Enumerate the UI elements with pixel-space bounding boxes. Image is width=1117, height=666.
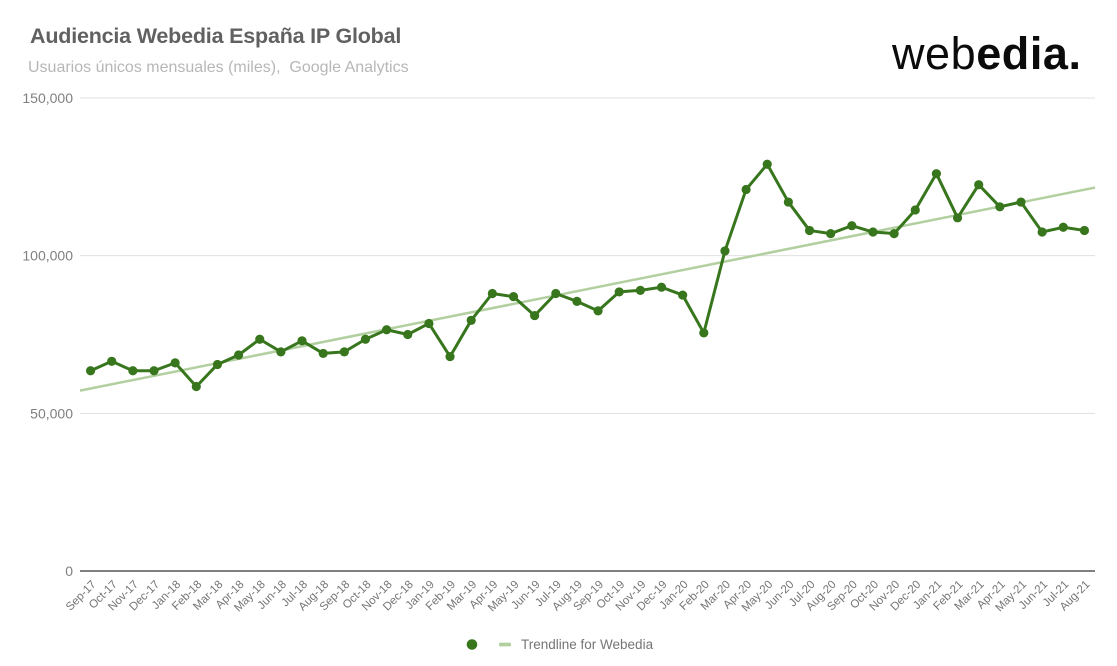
data-point[interactable] [995, 202, 1005, 212]
y-axis-labels: 0 50,000 100,000 150,000 [22, 90, 73, 579]
data-point[interactable] [762, 159, 772, 169]
data-point[interactable] [868, 227, 878, 237]
data-point[interactable] [107, 356, 117, 366]
data-point[interactable] [487, 288, 497, 299]
chart-subtitle: Usuarios únicos mensuales (miles), Googl… [28, 59, 409, 76]
data-point[interactable] [572, 296, 582, 306]
data-point[interactable] [403, 329, 413, 340]
data-point[interactable] [804, 225, 815, 236]
data-point[interactable] [1058, 222, 1068, 232]
y-tick-label: 100,000 [22, 248, 73, 264]
data-point[interactable] [530, 310, 540, 321]
data-point[interactable] [1016, 197, 1026, 207]
data-point[interactable] [635, 285, 645, 295]
data-point[interactable] [191, 381, 201, 392]
data-point[interactable] [699, 328, 709, 338]
data-point[interactable] [508, 292, 519, 302]
data-point[interactable] [678, 290, 688, 300]
data-point[interactable] [720, 246, 730, 256]
data-point[interactable] [318, 348, 328, 359]
series-points [85, 159, 1090, 392]
data-point[interactable] [424, 318, 434, 329]
data-point[interactable] [551, 288, 561, 299]
data-point[interactable] [170, 358, 180, 368]
data-point[interactable] [233, 350, 244, 360]
data-point[interactable] [847, 221, 857, 231]
y-tick-label: 150,000 [22, 90, 73, 106]
data-point[interactable] [212, 359, 223, 370]
legend-trendline-label[interactable]: Trendline for Webedia [521, 637, 654, 652]
data-point[interactable] [952, 213, 963, 223]
data-point[interactable] [826, 228, 836, 239]
y-tick-label: 50,000 [30, 405, 73, 421]
data-point[interactable] [255, 334, 265, 344]
data-point[interactable] [974, 180, 984, 190]
data-point[interactable] [931, 169, 942, 179]
data-point[interactable] [339, 347, 349, 357]
data-point[interactable] [85, 366, 96, 376]
x-axis-labels: Sep-17Oct-17Nov-17Dec-17Jan-18Feb-18Mar-… [64, 579, 1093, 615]
data-point[interactable] [276, 347, 286, 357]
data-point[interactable] [656, 282, 667, 292]
data-point[interactable] [889, 228, 899, 239]
data-point[interactable] [741, 184, 751, 195]
data-point[interactable] [149, 366, 159, 376]
data-point[interactable] [593, 306, 603, 316]
y-tick-label: 0 [65, 563, 73, 579]
legend-series-marker[interactable] [466, 639, 478, 650]
chart-title: Audiencia Webedia España IP Global [30, 23, 402, 48]
logo-text-edia: edia. [976, 28, 1082, 79]
data-point[interactable] [297, 336, 307, 346]
data-point[interactable] [1037, 227, 1047, 237]
data-point[interactable] [910, 205, 920, 215]
data-point[interactable] [466, 315, 476, 325]
data-point[interactable] [783, 197, 793, 207]
trendline[interactable] [79, 186, 1096, 392]
webedia-logo: webedia. [892, 31, 1082, 76]
legend: Trendline for Webedia [466, 637, 654, 652]
legend-trendline-marker[interactable] [499, 642, 511, 647]
data-point[interactable] [614, 287, 624, 297]
data-point[interactable] [1079, 225, 1090, 236]
data-point[interactable] [445, 351, 455, 362]
gridlines [80, 97, 1095, 572]
logo-text-web: web [892, 28, 977, 79]
data-point[interactable] [360, 334, 371, 344]
data-point[interactable] [128, 366, 138, 376]
data-point[interactable] [382, 325, 392, 335]
